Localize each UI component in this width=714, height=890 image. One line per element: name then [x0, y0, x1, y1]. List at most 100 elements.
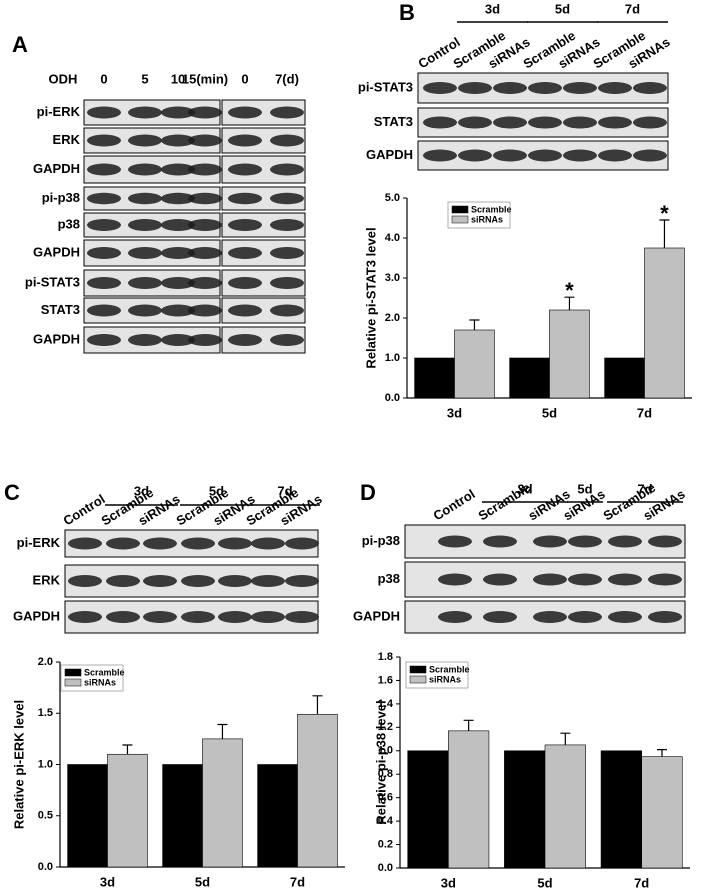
x-tick-label: 5d — [542, 405, 557, 420]
blot-band — [228, 334, 262, 346]
y-tick-label: 1.8 — [378, 651, 393, 663]
blot-band — [143, 575, 177, 587]
blot-band — [270, 247, 304, 259]
blot-band — [608, 535, 642, 548]
lane-label: 5 — [141, 71, 148, 86]
blot-band — [648, 573, 682, 586]
blot-band — [68, 575, 102, 587]
x-tick-label: 3d — [447, 405, 462, 420]
blot-band — [648, 611, 682, 623]
blot-band — [161, 192, 195, 205]
lane-label: 0 — [241, 71, 248, 86]
blot-band — [128, 304, 162, 317]
error-bar — [122, 744, 133, 755]
blot-band — [188, 192, 222, 205]
group-label: 7d — [277, 483, 292, 498]
significance-marker: * — [565, 278, 574, 303]
blot-band — [228, 304, 262, 317]
y-tick-label: 1.4 — [378, 698, 394, 710]
blot-band — [598, 82, 632, 94]
blot-band — [285, 575, 319, 587]
blot-band — [143, 537, 177, 550]
row-label: GAPDH — [353, 608, 400, 623]
error-bar — [560, 732, 571, 745]
bar — [549, 309, 590, 399]
blot-band — [633, 116, 667, 129]
blot-band — [128, 334, 162, 346]
lane-label: 10 — [171, 71, 185, 86]
blot-band — [251, 575, 285, 587]
blot-band — [528, 116, 562, 129]
blot-band — [423, 149, 457, 162]
blot-band — [533, 611, 567, 623]
blot-band — [161, 163, 195, 176]
blot-band — [270, 192, 304, 205]
legend-swatch — [451, 215, 469, 224]
bar — [297, 713, 338, 868]
blot-band — [106, 611, 140, 623]
panel-label: C — [4, 480, 20, 505]
group-label: 5d — [209, 483, 224, 498]
row-label: GAPDH — [33, 161, 80, 176]
y-axis-label: Relative pi-STAT3 level — [363, 227, 378, 368]
row-label: STAT3 — [41, 302, 80, 317]
x-tick-label: 7d — [290, 874, 305, 889]
bar — [162, 764, 203, 868]
blot-band — [458, 116, 492, 129]
lane-label: Control — [60, 491, 107, 528]
blot-band — [270, 219, 304, 231]
error-bar — [564, 296, 575, 310]
blot-band — [161, 334, 195, 346]
bar — [107, 753, 148, 868]
error-bar — [217, 723, 228, 739]
blot-band — [87, 247, 121, 259]
legend-label: Scramble — [429, 664, 470, 674]
blot-band — [251, 537, 285, 550]
y-tick-label: 0.2 — [378, 838, 393, 850]
blot-band — [270, 163, 304, 176]
blot-band — [608, 611, 642, 623]
legend-swatch — [409, 675, 427, 684]
blot-band — [128, 219, 162, 231]
group-label: 7d — [637, 481, 652, 496]
legend-swatch — [64, 668, 82, 677]
y-tick-label: 5.0 — [385, 192, 400, 204]
row-label: ERK — [33, 572, 61, 587]
bar — [407, 750, 449, 869]
row-label: p38 — [58, 216, 80, 231]
blot-band — [128, 134, 162, 147]
lane-label: 15(min) — [182, 71, 228, 86]
blot-band — [218, 611, 252, 623]
legend-label: siRNAs — [471, 214, 503, 224]
blot-band — [128, 192, 162, 205]
blot-band — [87, 334, 121, 346]
blot-band — [161, 219, 195, 231]
blot-band — [563, 116, 597, 129]
blot-band — [228, 163, 262, 176]
error-bar — [659, 219, 670, 248]
blot-band — [423, 116, 457, 129]
blot-band — [270, 334, 304, 346]
row-label: GAPDH — [13, 608, 60, 623]
y-axis-label: Relative pi-p38 level — [373, 700, 388, 824]
row-label: pi-p38 — [362, 533, 400, 548]
blot-band — [458, 82, 492, 94]
blot-band — [87, 219, 121, 231]
error-bar — [469, 319, 480, 330]
blot-band — [633, 149, 667, 162]
error-bar — [656, 749, 667, 757]
blot-band — [188, 163, 222, 176]
bar — [202, 738, 243, 868]
x-tick-label: 7d — [637, 405, 652, 420]
lane-label: Control — [430, 486, 477, 523]
group-label: 5d — [555, 1, 570, 16]
blot-band — [87, 163, 121, 176]
bar — [67, 764, 108, 868]
blot-band — [188, 304, 222, 317]
blot-band — [598, 149, 632, 162]
blot-band — [568, 535, 602, 548]
y-axis-label: Relative pi-ERK level — [11, 700, 26, 829]
blot-band — [161, 277, 195, 289]
blot-band — [528, 149, 562, 162]
